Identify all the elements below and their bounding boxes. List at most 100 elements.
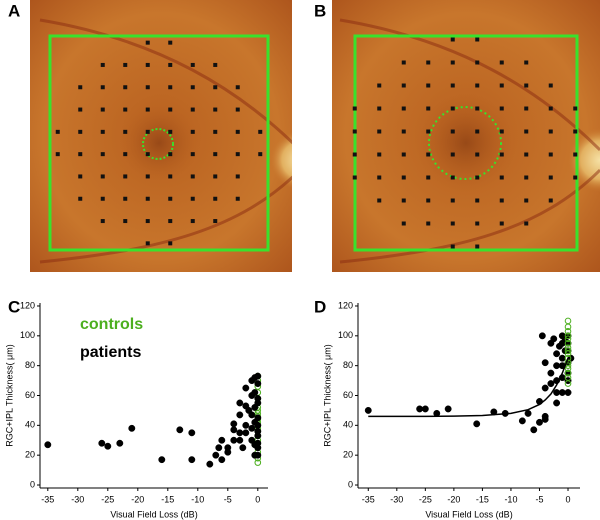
- y-tick-label: 80: [343, 360, 353, 370]
- patient-point: [553, 399, 561, 407]
- test-location: [100, 62, 105, 67]
- y-axis-title: RGC+IPL Thickness( μm): [4, 344, 14, 446]
- x-tick-label: -15: [161, 494, 174, 504]
- legend-entry: patients: [80, 344, 141, 361]
- x-tick-label: -10: [191, 494, 204, 504]
- test-location: [145, 40, 150, 45]
- test-location: [548, 198, 553, 203]
- patient-point: [524, 409, 532, 417]
- patient-point: [224, 448, 232, 456]
- test-location: [168, 40, 173, 45]
- test-location: [235, 107, 240, 112]
- patient-point: [556, 342, 563, 350]
- test-location: [123, 219, 128, 224]
- control-point: [564, 347, 572, 355]
- panel-label: B: [314, 1, 326, 20]
- patient-point: [421, 405, 429, 413]
- patient-point: [550, 335, 558, 343]
- test-location: [213, 107, 218, 112]
- y-tick-label: 100: [20, 330, 35, 340]
- x-tick-label: -30: [390, 494, 403, 504]
- patient-point: [416, 405, 424, 413]
- test-location: [123, 196, 128, 201]
- test-location: [475, 221, 480, 226]
- patient-point: [188, 429, 196, 437]
- test-location: [475, 60, 480, 65]
- test-location: [190, 129, 195, 134]
- test-location: [499, 129, 504, 134]
- test-location: [524, 152, 529, 157]
- test-location: [450, 221, 455, 226]
- patient-point: [536, 418, 543, 426]
- test-location: [524, 198, 529, 203]
- patient-point: [98, 439, 106, 447]
- patient-point: [248, 424, 256, 432]
- y-tick-label: 20: [343, 450, 353, 460]
- patient-point: [254, 432, 262, 440]
- test-location: [548, 175, 553, 180]
- test-location: [145, 107, 150, 112]
- test-location: [377, 83, 382, 88]
- test-location: [123, 152, 128, 157]
- test-location: [377, 198, 382, 203]
- test-location: [573, 129, 578, 134]
- test-location: [450, 175, 455, 180]
- patient-point: [236, 411, 244, 419]
- patient-point: [530, 426, 538, 434]
- test-location: [450, 60, 455, 65]
- test-location: [573, 106, 578, 111]
- test-location: [190, 196, 195, 201]
- y-tick-label: 60: [25, 390, 35, 400]
- test-location: [78, 196, 83, 201]
- y-tick-label: 40: [25, 420, 35, 430]
- test-location: [168, 241, 173, 246]
- patient-point: [558, 389, 566, 396]
- patient-point: [251, 389, 259, 396]
- test-location: [123, 107, 128, 112]
- test-location: [450, 244, 455, 249]
- patient-point: [254, 380, 262, 388]
- test-location: [426, 129, 431, 134]
- patient-point: [541, 359, 549, 367]
- patient-point: [230, 436, 238, 444]
- test-location: [145, 129, 150, 134]
- patient-point: [547, 380, 555, 388]
- test-location: [100, 196, 105, 201]
- y-tick-label: 120: [338, 300, 353, 310]
- test-location: [352, 129, 357, 134]
- panel-label: A: [8, 1, 20, 20]
- test-location: [235, 174, 240, 179]
- patient-point: [444, 405, 452, 413]
- patient-point: [518, 417, 526, 425]
- patient-point: [236, 399, 244, 407]
- x-axis-title: Visual Field Loss (dB): [110, 509, 197, 519]
- test-location: [168, 219, 173, 224]
- patient-point: [206, 460, 214, 468]
- test-location: [401, 129, 406, 134]
- patient-point: [242, 421, 250, 429]
- patient-point: [364, 406, 372, 414]
- patient-point: [242, 384, 250, 392]
- test-location: [426, 152, 431, 157]
- test-location: [213, 85, 218, 90]
- test-location: [168, 129, 173, 134]
- control-point: [564, 369, 572, 377]
- test-location: [213, 196, 218, 201]
- patient-point: [251, 418, 259, 426]
- test-location: [499, 198, 504, 203]
- patient-point: [212, 451, 220, 459]
- y-tick-label: 0: [348, 479, 353, 489]
- test-location: [213, 152, 218, 157]
- y-tick-label: 60: [343, 390, 353, 400]
- test-location: [475, 129, 480, 134]
- test-location: [100, 107, 105, 112]
- test-location: [426, 175, 431, 180]
- test-location: [401, 60, 406, 65]
- panel-label: C: [8, 297, 20, 316]
- test-location: [190, 62, 195, 67]
- x-tick-label: -30: [71, 494, 84, 504]
- patient-point: [251, 374, 259, 382]
- patient-point: [553, 362, 561, 370]
- test-location: [426, 83, 431, 88]
- test-location: [377, 129, 382, 134]
